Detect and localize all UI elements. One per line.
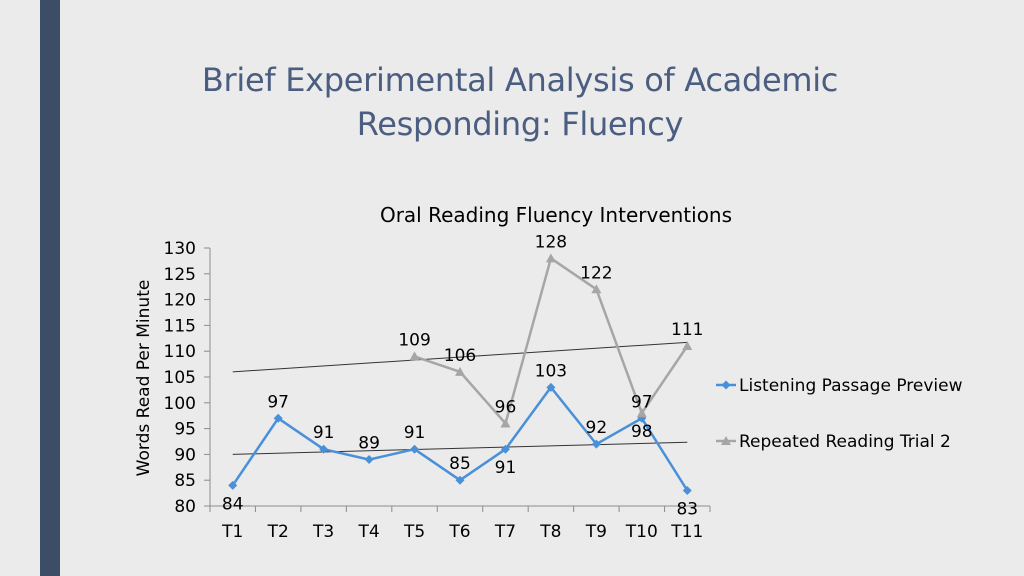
data-label: 91 <box>313 423 335 443</box>
x-tick-label: T2 <box>267 522 289 542</box>
accent-side-bar <box>40 0 60 576</box>
y-tick-label: 85 <box>174 471 196 491</box>
x-tick-label: T11 <box>670 522 703 542</box>
data-point <box>545 253 556 263</box>
data-label: 84 <box>222 494 244 514</box>
data-label: 85 <box>449 454 471 474</box>
data-point <box>591 284 602 294</box>
series-layer <box>228 253 693 496</box>
x-tick-label: T3 <box>312 522 334 542</box>
data-label: 98 <box>631 422 653 442</box>
data-label: 83 <box>676 500 698 520</box>
series-2 <box>409 253 693 428</box>
data-label: 89 <box>358 434 380 454</box>
x-tick-label: T1 <box>221 522 243 542</box>
axes: 80 85 90 95 100 105 110 115 120 125 130 T1 T2 T3 T4 T5 T… <box>164 239 711 542</box>
legend-label: Listening Passage Preview <box>739 376 963 396</box>
data-label: 92 <box>586 418 608 438</box>
data-point <box>364 455 374 465</box>
data-label: 97 <box>631 392 653 412</box>
y-tick-label: 105 <box>164 368 196 388</box>
y-tick-label: 95 <box>174 420 196 440</box>
series-line <box>231 386 689 492</box>
data-point <box>273 413 283 423</box>
y-axis-title: Words Read Per Minute <box>134 280 154 477</box>
data-point <box>319 444 329 454</box>
legend-marker <box>721 436 731 445</box>
y-tick-label: 120 <box>164 291 196 311</box>
data-label: 97 <box>267 392 289 412</box>
x-tick-label: T8 <box>539 522 561 542</box>
legend: Listening Passage Preview Repeated Readin… <box>716 376 963 452</box>
x-tick-label: T10 <box>625 522 658 542</box>
data-point <box>455 475 465 485</box>
x-tick-label: T9 <box>585 522 607 542</box>
data-label: 111 <box>671 320 703 340</box>
data-point <box>409 351 420 361</box>
data-label: 91 <box>404 423 426 443</box>
legend-label: Repeated Reading Trial 2 <box>739 432 951 452</box>
y-tick-label: 100 <box>164 394 196 414</box>
data-label: 109 <box>398 330 430 350</box>
y-tick-label: 115 <box>164 316 196 336</box>
legend-entry-1: Listening Passage Preview <box>716 376 963 396</box>
data-label: 103 <box>535 361 567 381</box>
y-tick-label: 80 <box>174 497 196 517</box>
series-1 <box>228 382 692 496</box>
data-point <box>410 444 420 454</box>
data-point <box>500 418 511 428</box>
data-point <box>500 444 510 454</box>
data-label: 122 <box>580 263 612 283</box>
slide-title-line-1: Brief Experimental Analysis of Academic <box>201 61 839 99</box>
y-tick-label: 125 <box>164 265 196 285</box>
data-point <box>682 341 693 351</box>
slide-title-line-2: Responding: Fluency <box>356 105 684 143</box>
trendline-series-1 <box>232 441 688 455</box>
data-labels: 84 97 91 89 91 85 91 103 92 97 83 109 106 96 128 122 98 1… <box>222 232 704 519</box>
slide-title: Brief Experimental Analysis of Academic … <box>120 58 920 146</box>
data-point <box>636 408 647 418</box>
x-tick-label: T7 <box>494 522 516 542</box>
x-tick-label: T4 <box>357 522 379 542</box>
y-tick-label: 90 <box>174 445 196 465</box>
trendline-series-2 <box>232 341 688 373</box>
data-label: 106 <box>444 346 476 366</box>
legend-marker <box>721 380 731 390</box>
data-point <box>591 439 601 449</box>
y-tick-label: 110 <box>164 342 196 362</box>
chart-title: Oral Reading Fluency Interventions <box>380 203 732 227</box>
data-label: 91 <box>495 458 517 478</box>
y-tick-label: 130 <box>164 239 196 259</box>
data-point <box>682 486 692 496</box>
data-label: 96 <box>495 397 517 417</box>
data-point <box>228 480 238 490</box>
data-point <box>546 382 556 392</box>
trendlines <box>232 341 688 455</box>
x-tick-label: T5 <box>403 522 425 542</box>
x-tick-label: T6 <box>448 522 470 542</box>
legend-entry-2: Repeated Reading Trial 2 <box>716 432 951 452</box>
data-point <box>455 366 465 376</box>
data-label: 128 <box>535 232 567 252</box>
